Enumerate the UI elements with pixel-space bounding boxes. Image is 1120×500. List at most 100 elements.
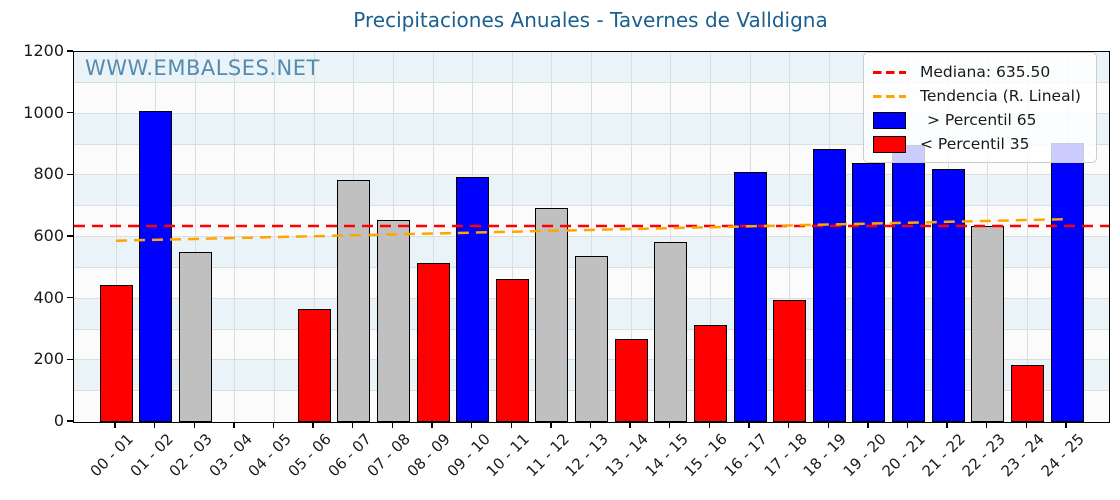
x-tick bbox=[1065, 422, 1067, 429]
x-tick-label-08-09: 08 - 09 bbox=[403, 430, 454, 481]
x-tick-label-22-23: 22 - 23 bbox=[958, 430, 1009, 481]
x-tick bbox=[787, 422, 790, 429]
x-tick-label-06-07: 06 - 07 bbox=[324, 430, 375, 481]
bar-17-18 bbox=[773, 300, 807, 422]
x-tick bbox=[431, 422, 433, 429]
reference-lines-overlay bbox=[74, 217, 1109, 242]
x-tick-label-14-15: 14 - 15 bbox=[641, 430, 692, 481]
y-tick-label-800: 800 bbox=[33, 164, 64, 184]
bar-00-01 bbox=[99, 284, 133, 422]
trend-line bbox=[115, 217, 1068, 242]
bar-24-25 bbox=[1050, 142, 1084, 422]
y-tick-label-0: 0 bbox=[53, 411, 64, 430]
percentil-65-swatch bbox=[873, 111, 906, 129]
x-tick-label-23-24: 23 - 24 bbox=[997, 430, 1049, 481]
gridline-vertical bbox=[115, 52, 117, 422]
x-tick-label-00-01: 00 - 01 bbox=[86, 430, 137, 481]
y-tick bbox=[67, 296, 73, 299]
bar-07-08 bbox=[376, 220, 410, 422]
y-tick-label-1200: 1200 bbox=[23, 41, 64, 60]
bar-16-17 bbox=[733, 172, 767, 422]
gridline-vertical bbox=[511, 52, 513, 422]
y-tick bbox=[67, 420, 73, 422]
x-tick-label-20-21: 20 - 21 bbox=[878, 430, 930, 481]
y-tick-label-1000: 1000 bbox=[23, 102, 64, 122]
bar-22-23 bbox=[971, 226, 1005, 422]
bar-02-03 bbox=[178, 252, 212, 422]
y-tick-label-200: 200 bbox=[33, 349, 64, 369]
y-tick bbox=[67, 50, 73, 52]
x-tick-label-11-12: 11 - 12 bbox=[522, 430, 573, 481]
x-tick-label-02-03: 02 - 03 bbox=[165, 430, 216, 481]
legend-median-label: Mediana: 635.50 bbox=[920, 63, 1051, 81]
x-tick-label-13-14: 13 - 14 bbox=[601, 430, 652, 481]
y-tick bbox=[67, 358, 73, 361]
x-tick-label-17-18: 17 - 18 bbox=[760, 430, 811, 481]
median-dash-swatch bbox=[873, 70, 906, 74]
legend-trend-label: Tendencia (R. Lineal) bbox=[920, 87, 1081, 105]
x-tick bbox=[629, 422, 631, 429]
gridline-vertical bbox=[591, 52, 592, 422]
x-tick-label-18-19: 18 - 19 bbox=[799, 430, 850, 481]
bar-13-14 bbox=[614, 338, 648, 422]
bar-06-07 bbox=[337, 179, 371, 422]
bar-11-12 bbox=[535, 207, 569, 422]
x-tick-label-03-04: 03 - 04 bbox=[205, 430, 256, 481]
x-tick bbox=[748, 422, 750, 429]
y-tick bbox=[67, 235, 73, 237]
x-tick bbox=[1025, 422, 1028, 429]
x-tick-label-05-06: 05 - 06 bbox=[284, 430, 335, 481]
x-tick bbox=[272, 422, 275, 429]
legend-p35-label: < Percentil 35 bbox=[920, 135, 1030, 153]
gridline-vertical bbox=[432, 52, 434, 422]
gridline-vertical bbox=[630, 52, 632, 422]
bar-19-20 bbox=[852, 163, 886, 422]
bar-20-21 bbox=[892, 144, 925, 422]
legend-row-median: Mediana: 635.50 bbox=[873, 60, 1086, 84]
x-tick bbox=[906, 422, 909, 429]
x-tick bbox=[827, 422, 829, 429]
x-tick bbox=[669, 422, 671, 429]
x-tick bbox=[589, 422, 592, 429]
percentil-35-swatch bbox=[873, 135, 906, 153]
bar-09-10 bbox=[456, 176, 490, 422]
x-tick-label-15-16: 15 - 16 bbox=[680, 430, 732, 481]
bar-05-06 bbox=[297, 309, 331, 422]
bar-23-24 bbox=[1010, 364, 1044, 422]
x-tick bbox=[470, 422, 473, 429]
bar-08-09 bbox=[416, 263, 450, 422]
legend-p65-label: > Percentil 65 bbox=[927, 111, 1037, 129]
legend: Mediana: 635.50 Tendencia (R. Lineal) > … bbox=[863, 52, 1097, 163]
chart-title: Precipitaciones Anuales - Tavernes de Va… bbox=[353, 8, 828, 32]
x-tick bbox=[986, 422, 988, 429]
gridline-vertical bbox=[670, 52, 672, 422]
x-tick bbox=[153, 422, 156, 429]
bar-18-19 bbox=[812, 149, 846, 422]
legend-row-trend: Tendencia (R. Lineal) bbox=[873, 84, 1086, 108]
x-tick bbox=[312, 422, 314, 429]
x-tick-label-19-20: 19 - 20 bbox=[839, 430, 890, 481]
bar-10-11 bbox=[495, 278, 529, 422]
legend-row-p35: < Percentil 35 bbox=[873, 132, 1086, 156]
x-tick-label-16-17: 16 - 17 bbox=[720, 430, 771, 481]
y-tick bbox=[67, 111, 73, 114]
bar-21-22 bbox=[931, 169, 965, 422]
x-tick-label-21-22: 21 - 22 bbox=[918, 430, 969, 481]
legend-row-p65: > Percentil 65 bbox=[873, 108, 1086, 132]
x-tick-label-07-08: 07 - 08 bbox=[363, 430, 415, 481]
y-tick bbox=[67, 173, 73, 176]
x-tick-label-24-25: 24 - 25 bbox=[1037, 430, 1088, 481]
x-tick bbox=[510, 422, 512, 429]
x-tick bbox=[550, 422, 552, 429]
bar-12-13 bbox=[575, 255, 608, 422]
x-tick bbox=[708, 422, 711, 429]
gridline-vertical bbox=[1026, 52, 1028, 422]
x-tick bbox=[233, 422, 235, 429]
x-tick bbox=[193, 422, 195, 429]
trend-dash-swatch bbox=[873, 94, 906, 98]
watermark: WWW.EMBALSES.NET bbox=[85, 56, 320, 80]
gridline-vertical bbox=[789, 52, 791, 422]
x-tick-label-01-02: 01 - 02 bbox=[126, 430, 177, 481]
x-tick-label-09-10: 09 - 10 bbox=[443, 430, 494, 481]
